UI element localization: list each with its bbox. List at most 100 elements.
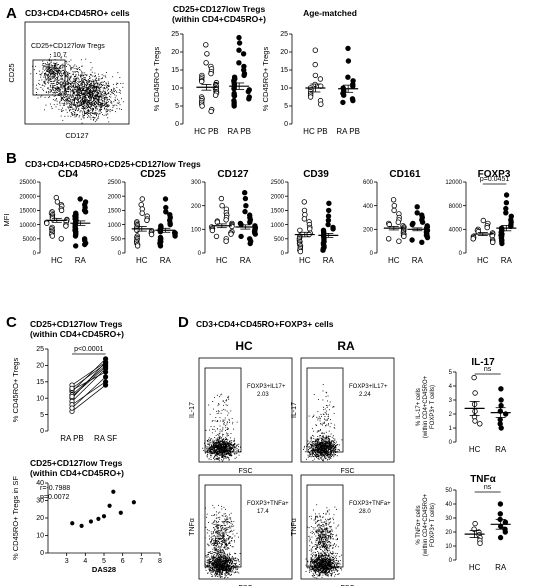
facs-d0-event-594 xyxy=(213,457,214,459)
facs-d0-event-826 xyxy=(208,448,210,450)
facs-a-event-b-219 xyxy=(53,95,55,97)
facs-d0-event-199 xyxy=(219,440,221,442)
facs-d0-event-up-76 xyxy=(226,410,228,412)
facs-a-event-189 xyxy=(97,96,99,98)
facs-a-event-1003 xyxy=(96,102,98,104)
facs-a-event-1394 xyxy=(88,95,89,97)
facs-a-event-568 xyxy=(100,95,102,97)
facs-a-event-b-476 xyxy=(59,89,61,91)
facs-a-event-b-426 xyxy=(58,87,60,88)
facs-d1-event-613 xyxy=(323,437,325,439)
facs-a-event-675 xyxy=(111,102,113,104)
facs-d0-event-194 xyxy=(216,442,218,444)
facs-a-event-1382 xyxy=(104,107,105,109)
facs-a-event-1315 xyxy=(79,86,80,88)
facs-a-event-b-369 xyxy=(62,79,64,81)
facs-d1-event-250 xyxy=(310,436,312,438)
facs-a-event-1034 xyxy=(101,83,102,85)
facs-d1-event-715 xyxy=(311,444,313,445)
facs-a-event-c-52 xyxy=(59,66,61,67)
facs-d0-event-up-92 xyxy=(223,422,225,424)
b_cd161-point-0-2 xyxy=(391,207,397,214)
facs-d1-event-up-53 xyxy=(322,399,324,401)
facs-a-event-516 xyxy=(80,104,82,106)
a_age-point-1-5 xyxy=(350,83,356,89)
facs-d0-event-637 xyxy=(218,440,220,442)
facs-a-event-1134 xyxy=(88,100,90,102)
facs-d1-event-801 xyxy=(326,443,327,445)
facs-d1-event-621 xyxy=(323,449,324,451)
b_cd39-point-0-22 xyxy=(297,248,304,255)
facs-a-event-754 xyxy=(72,104,74,106)
a_treg-ytick-label-0: 0 xyxy=(175,121,179,128)
facs-a-event-426 xyxy=(55,99,57,101)
facs-a-event-936 xyxy=(98,104,100,105)
facs-a-event-b-478 xyxy=(60,78,62,80)
b_cd39-point-0-1 xyxy=(301,207,308,214)
facs-d1-event-301 xyxy=(315,450,317,451)
facs-d1-xlabel: FSC xyxy=(341,468,355,475)
facs-d1-event-251 xyxy=(311,447,313,449)
facs-a-event-640 xyxy=(110,89,112,90)
facs-d1-event-830 xyxy=(323,454,325,456)
facs-d0-event-54 xyxy=(223,454,225,456)
facs-d1-event-742 xyxy=(332,445,334,447)
facs-a-event-422 xyxy=(87,81,89,83)
facs-d1-event-836 xyxy=(317,436,319,437)
facs-a-event-b-268 xyxy=(66,72,68,74)
facs-d1-event-851 xyxy=(316,456,318,458)
facs-d1-event-117 xyxy=(324,456,326,458)
facs-d1-event-619 xyxy=(333,452,334,454)
facs-a-event-b-130 xyxy=(81,78,83,79)
b_foxp3-ytick-label-1: 4000 xyxy=(449,228,463,234)
facs-d1-event-up-6 xyxy=(324,457,326,459)
facs-d0-event-809 xyxy=(219,450,221,452)
facs-d0-event-588 xyxy=(229,441,231,443)
facs-a-event-b-308 xyxy=(52,92,54,94)
facs-d0-event-823 xyxy=(211,442,213,444)
facs-a-event-203 xyxy=(104,98,106,100)
facs-d1-event-820 xyxy=(315,443,317,444)
facs-a-event-768 xyxy=(69,105,70,107)
facs-d1-event-500 xyxy=(329,457,331,459)
facs-d1-event-874 xyxy=(309,453,311,455)
facs-a-event-1323 xyxy=(82,81,84,83)
facs-a-event-b-247 xyxy=(78,73,79,75)
facs-a-event-b-317 xyxy=(52,89,54,91)
facs-a-event-b-277 xyxy=(73,65,75,67)
facs-a-event-398 xyxy=(98,87,100,88)
facs-d0-event-up-106 xyxy=(227,427,228,429)
facs-a-event-12 xyxy=(84,112,85,114)
facs-d1-event-106 xyxy=(332,440,334,442)
facs-d1-event-76 xyxy=(330,449,332,451)
facs-d1-event-823 xyxy=(322,452,324,454)
facs-a-event-c-50 xyxy=(45,73,47,75)
facs-d1-event-805 xyxy=(318,438,320,440)
facs-a-event-1204 xyxy=(96,83,98,85)
facs-a-event-b-386 xyxy=(54,89,56,91)
facs-d1-event-664 xyxy=(317,449,319,450)
c_paired-pair-sf-10 xyxy=(103,361,109,367)
facs-a-event-b-244 xyxy=(54,85,56,86)
facs-a-event-629 xyxy=(96,103,98,105)
facs-d1-event-331 xyxy=(316,448,318,450)
facs-a-event-b-453 xyxy=(87,81,89,82)
facs-d0-event-395 xyxy=(217,452,218,454)
facs-a-event-99 xyxy=(86,113,88,115)
facs-d1-event-871 xyxy=(320,452,322,454)
facs-d0-event-667 xyxy=(230,450,232,452)
facs-a-event-1236 xyxy=(102,114,103,116)
facs-d1-event-724 xyxy=(324,449,326,451)
facs-d0-event-up-72 xyxy=(212,420,214,421)
facs-d1-event-164 xyxy=(315,449,317,451)
facs-d1-event-342 xyxy=(314,448,316,449)
facs-a-event-b-284 xyxy=(70,76,72,78)
panel-c-p-text: p=0.0072 xyxy=(40,494,69,501)
facs-d0-event-784 xyxy=(216,445,218,446)
facs-a-event-1004 xyxy=(104,98,106,100)
facs-d1-event-253 xyxy=(332,440,334,442)
facs-d1-event-155 xyxy=(308,450,309,452)
facs-d0-event-678 xyxy=(213,444,215,446)
facs-a-event-116 xyxy=(65,81,67,83)
facs-d1-event-up-118 xyxy=(319,417,321,419)
